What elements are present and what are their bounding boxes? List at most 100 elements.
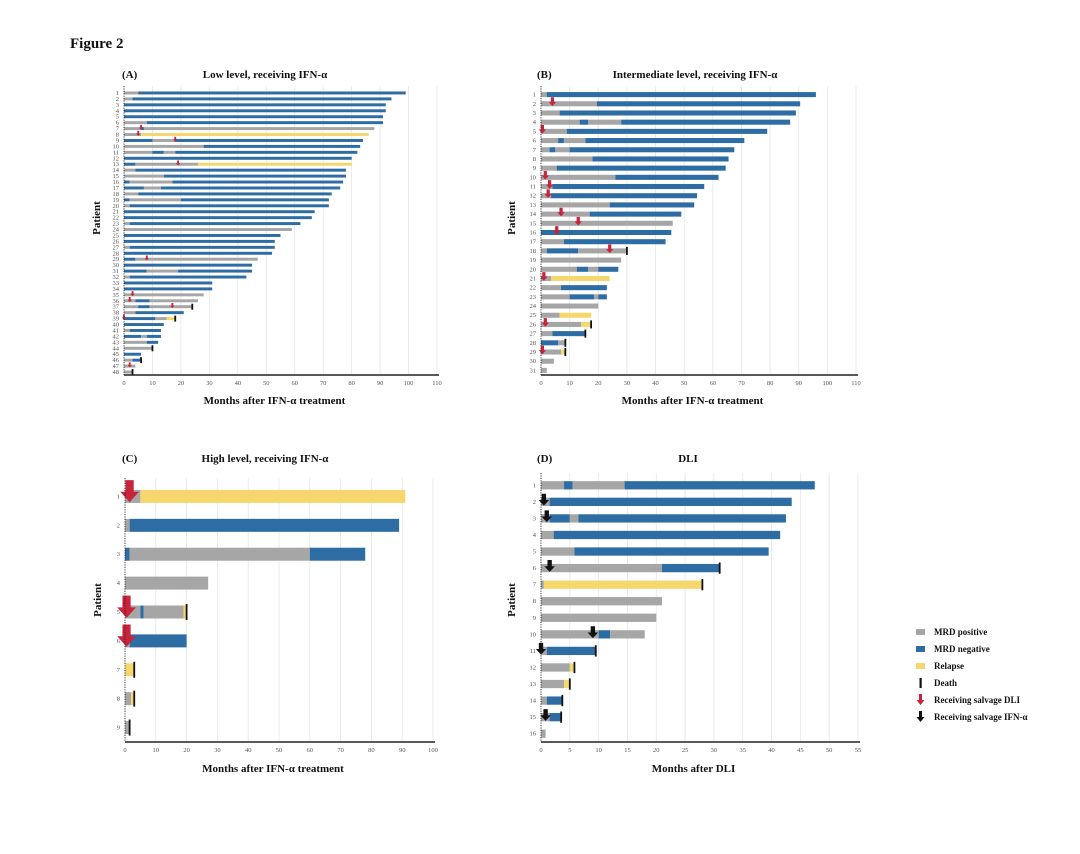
legend-label: Relapse — [934, 661, 964, 671]
mrd-negative-segment — [578, 514, 786, 523]
patient-tick-label: 11 — [530, 648, 536, 655]
patient-tick-label: 6 — [533, 138, 537, 145]
mrd-positive-segment — [541, 92, 547, 98]
patient-row — [124, 204, 329, 208]
x-tick-label: 70 — [320, 380, 327, 387]
mrd-negative-segment — [546, 696, 563, 705]
mrd-positive-segment — [541, 547, 575, 556]
patient-row — [541, 170, 719, 180]
mrd-negative-segment — [125, 547, 130, 561]
patient-row — [541, 180, 705, 190]
mrd-negative-segment — [553, 530, 781, 540]
mrd-negative-segment — [576, 266, 589, 272]
patient-row — [124, 210, 315, 214]
patient-tick-label: 15 — [530, 714, 537, 721]
mrd-negative-segment — [172, 180, 344, 184]
mrd-positive-segment — [541, 202, 610, 208]
mrd-negative-segment — [124, 251, 272, 255]
mrd-positive-segment — [124, 228, 292, 232]
patient-row — [124, 91, 406, 95]
panel-letter: (A) — [122, 69, 138, 81]
patient-row — [541, 165, 726, 171]
mrd-negative-segment — [552, 184, 705, 190]
legend: MRD positive MRD negative Relapse Death Rece… — [916, 627, 1028, 722]
salvage-dli-arrow-icon — [144, 255, 149, 261]
death-marker — [584, 329, 587, 338]
mrd-negative-segment — [598, 294, 607, 300]
patient-row — [125, 518, 400, 532]
death-marker — [191, 303, 194, 310]
patient-tick-label: 13 — [530, 681, 537, 688]
mrd-negative-segment — [559, 110, 796, 116]
mrd-negative-segment — [129, 204, 329, 208]
patient-tick-label: 20 — [530, 266, 537, 273]
mrd-positive-segment — [541, 597, 663, 606]
patient-row — [124, 369, 134, 376]
patient-tick-label: 18 — [530, 248, 537, 255]
patient-tick-label: 20 — [113, 203, 120, 210]
patient-row — [124, 362, 136, 368]
panel-letter: (D) — [537, 453, 553, 465]
mrd-positive-segment — [124, 346, 153, 350]
relapse-segment — [140, 489, 406, 503]
salvage-dli-arrow-icon — [130, 291, 135, 297]
patient-tick-label: 14 — [113, 167, 120, 174]
mrd-positive-segment — [572, 481, 625, 490]
panel-letter: (B) — [537, 69, 552, 81]
mrd-positive-segment — [541, 257, 622, 263]
patient-tick-label: 4 — [116, 108, 120, 115]
mrd-negative-segment — [546, 92, 816, 98]
mrd-negative-segment — [135, 299, 150, 303]
patient-row — [124, 124, 375, 131]
mrd-positive-segment — [125, 721, 130, 735]
mrd-positive-segment — [541, 367, 547, 373]
salvage-dli-arrow-icon — [120, 480, 139, 503]
mrd-negative-segment — [138, 192, 332, 196]
mrd-negative-segment — [124, 287, 213, 291]
mrd-negative-segment — [549, 147, 556, 153]
patient-tick-label: 28 — [113, 250, 120, 257]
patient-tick-label: 45 — [113, 351, 120, 358]
mrd-negative-segment — [146, 121, 383, 125]
patient-row — [124, 150, 358, 154]
mrd-negative-segment — [551, 193, 698, 199]
mrd-negative-segment — [129, 328, 161, 332]
patient-tick-label: 21 — [113, 209, 120, 216]
mrd-positive-segment — [541, 285, 562, 291]
patient-tick-label: 3 — [533, 515, 536, 522]
x-tick-label: 30 — [624, 380, 631, 387]
salvage-dli-arrow-icon — [548, 97, 557, 107]
x-tick-label: 10 — [149, 380, 156, 387]
patient-tick-label: 21 — [530, 275, 537, 282]
mrd-positive-segment — [541, 663, 570, 672]
patient-row — [541, 303, 599, 309]
mrd-negative-segment — [203, 144, 361, 148]
x-tick-label: 110 — [851, 380, 861, 387]
death-marker — [568, 678, 571, 690]
x-tick-label: 110 — [432, 380, 442, 387]
mrd-positive-segment — [563, 138, 586, 144]
mrd-negative-segment — [124, 103, 386, 107]
legend-item-mrd-positive: MRD positive — [916, 627, 987, 637]
patient-tick-label: 9 — [533, 615, 536, 622]
x-tick-label: 70 — [337, 747, 344, 754]
patient-tick-label: 29 — [113, 256, 120, 263]
patient-row — [124, 174, 346, 178]
mrd-positive-segment — [541, 101, 597, 107]
relapse-segment — [131, 692, 135, 706]
panel-a: (A) Low level, receiving IFN-α12345678910… — [91, 69, 442, 407]
patient-tick-label: 9 — [533, 165, 536, 172]
mrd-negative-segment — [556, 165, 726, 171]
mrd-positive-segment — [125, 692, 132, 706]
x-tick-label: 20 — [183, 747, 190, 754]
patient-row — [124, 239, 275, 243]
patient-tick-label: 10 — [530, 174, 537, 181]
patient-tick-label: 10 — [113, 143, 120, 150]
patient-row — [541, 138, 745, 144]
patient-tick-label: 27 — [113, 244, 120, 251]
mrd-positive-segment — [135, 257, 258, 261]
patient-tick-label: 32 — [113, 274, 120, 281]
patient-tick-label: 46 — [113, 357, 120, 364]
legend-label: Death — [934, 678, 957, 688]
x-tick-label: 0 — [539, 380, 542, 387]
